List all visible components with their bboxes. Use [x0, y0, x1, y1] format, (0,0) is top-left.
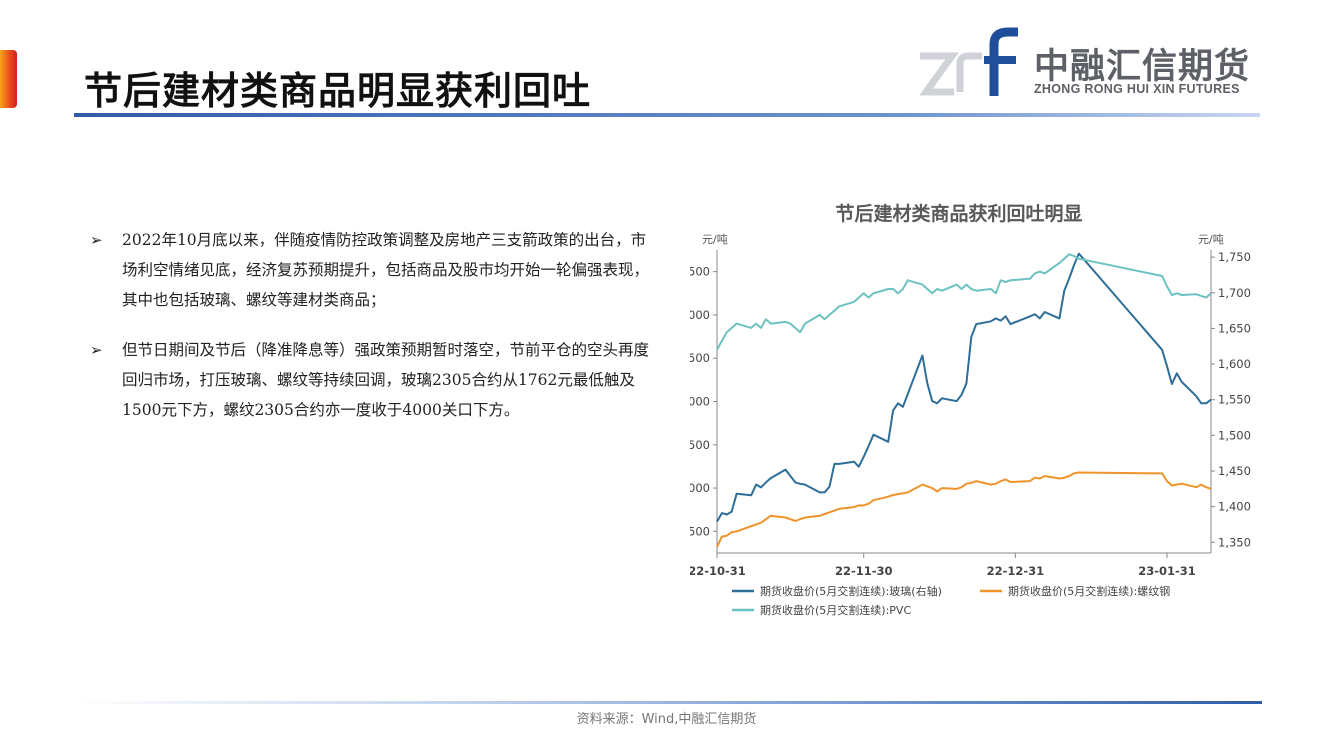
legend-label: 期货收盘价(5月交割连续):玻璃(右轴)	[760, 584, 942, 598]
right-axis-unit: 元/吨	[1198, 233, 1224, 246]
right-axis-tick-label: 1,400	[1218, 500, 1251, 514]
zrf-logo-mark	[919, 27, 1018, 96]
left-axis-tick-label: 3,500	[690, 524, 710, 538]
right-axis-tick-label: 1,750	[1218, 250, 1251, 264]
page-title: 节后建材类商品明显获利回吐	[84, 68, 592, 113]
right-axis-tick-label: 1,700	[1218, 286, 1251, 300]
x-axis-tick-label: 22-11-30	[835, 564, 893, 578]
right-axis-tick-label: 1,650	[1218, 321, 1251, 335]
left-axis-tick-label: 5,500	[690, 351, 710, 365]
x-axis-tick-label: 23-01-31	[1138, 564, 1196, 578]
source-note: 资料来源：Wind,中融汇信期货	[576, 712, 757, 727]
x-axis-tick-label: 22-12-31	[987, 564, 1045, 578]
left-axis-tick-label: 4,500	[690, 438, 710, 452]
left-axis-tick-label: 6,500	[690, 265, 710, 279]
series-line-2	[716, 471, 1212, 548]
footer-rule	[70, 701, 1262, 704]
arrow-bullet-icon: ➢	[90, 231, 103, 249]
company-logo: 中融汇信期货 ZHONG RONG HUI XIN FUTURES	[918, 24, 1251, 104]
x-axis-tick-label: 22-10-31	[690, 564, 746, 578]
left-axis-tick-label: 4,000	[690, 481, 710, 495]
right-axis-tick-label: 1,600	[1218, 357, 1251, 371]
left-axis-tick-label: 6,000	[690, 308, 710, 322]
arrow-bullet-icon: ➢	[90, 341, 103, 359]
bullet-item: ➢ 但节日期间及节后（降准降息等）强政策预期暂时落空，节前平仓的空头再度回归市场…	[90, 335, 650, 425]
title-underline	[74, 113, 1260, 117]
legend-label: 期货收盘价(5月交割连续):PVC	[760, 603, 911, 617]
series-line-3	[716, 253, 1212, 351]
chart-title: 节后建材类商品获利回吐明显	[835, 202, 1082, 225]
right-axis-tick-label: 1,350	[1218, 535, 1251, 549]
bullet-list: ➢ 2022年10月底以来，伴随疫情防控政策调整及房地产三支箭政策的出台，市场利…	[90, 225, 650, 445]
right-axis-tick-label: 1,500	[1218, 428, 1251, 442]
legend-label: 期货收盘价(5月交割连续):螺纹钢	[1008, 584, 1170, 598]
left-axis-unit: 元/吨	[702, 233, 728, 246]
right-axis-tick-label: 1,450	[1218, 464, 1251, 478]
logo-name-en: ZHONG RONG HUI XIN FUTURES	[1034, 82, 1240, 96]
bullet-item: ➢ 2022年10月底以来，伴随疫情防控政策调整及房地产三支箭政策的出台，市场利…	[90, 225, 650, 315]
left-axis-tick-label: 5,000	[690, 395, 710, 409]
side-accent-bar	[0, 50, 17, 108]
logo-name-cn: 中融汇信期货	[1034, 47, 1251, 87]
bullet-text: 但节日期间及节后（降准降息等）强政策预期暂时落空，节前平仓的空头再度回归市场，打…	[122, 341, 650, 419]
series-line-1	[716, 252, 1212, 523]
right-axis-tick-label: 1,550	[1218, 393, 1251, 407]
bullet-text: 2022年10月底以来，伴随疫情防控政策调整及房地产三支箭政策的出台，市场利空情…	[122, 231, 650, 309]
